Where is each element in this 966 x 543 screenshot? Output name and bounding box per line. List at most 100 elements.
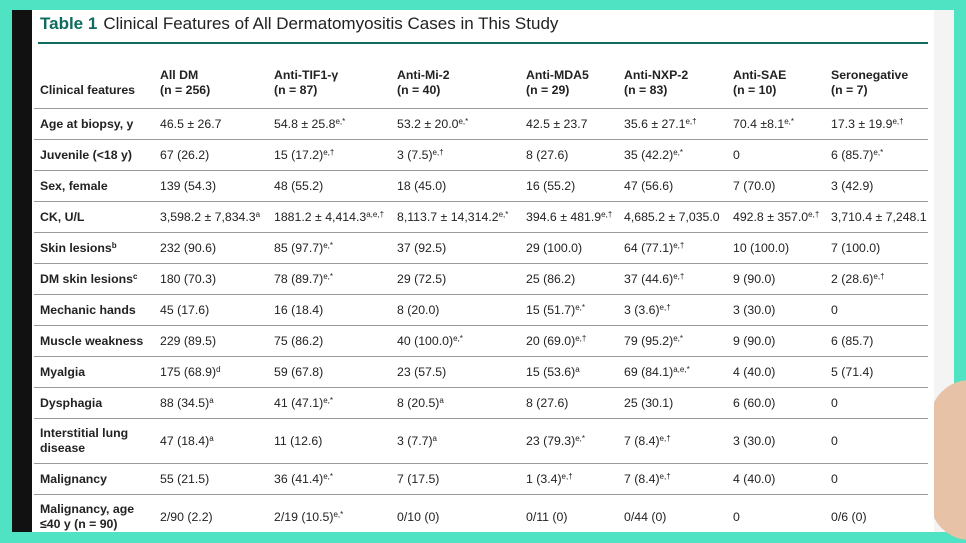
clinical-features-table: Clinical features All DM (n = 256) Anti-TIF… [34,48,928,539]
table-cell: 3 (7.7)a [391,419,520,464]
cell-value: 41 (47.1) [274,396,324,410]
cell-value: 10 (100.0) [733,241,790,255]
cell-value: 47 (56.6) [624,179,674,193]
column-count: (n = 40) [397,83,441,97]
column-name: Clinical features [40,83,135,97]
column-name: Seronegative [831,68,909,82]
table-cell: 36 (41.4)e,* [268,464,391,495]
table-cell: 47 (18.4)a [154,419,268,464]
table-row: Mechanic hands 45 (17.6) 16 (18.4) 8 (20.0)… [34,294,928,326]
table-cell: 8,113.7 ± 14,314.2e,* [391,202,520,233]
table-cell: 15 (53.6)a [520,357,618,388]
cell-value: 8 (20.0) [397,303,440,317]
cell-footnote: e,* [784,117,794,126]
table-cell: 47 (56.6) [618,171,727,202]
cell-footnote: e,† [601,210,613,219]
cell-footnote: e,† [808,210,820,219]
cell-value: 29 (100.0) [526,241,583,255]
table-cell: 78 (89.7)e,* [268,264,391,295]
table-title: Table 1 Clinical Features of All Dermatom… [40,14,558,34]
table-cell: 53.2 ± 20.0e,* [391,109,520,140]
table-cell: 139 (54.3) [154,171,268,202]
column-header: Anti-Mi-2 (n = 40) [391,48,520,109]
cell-value: 54.8 ± 25.8 [274,117,336,131]
table-cell: 59 (67.8) [268,357,391,388]
cell-value: 75 (86.2) [274,334,324,348]
table-cell: 1881.2 ± 4,414.3a,e,† [268,202,391,233]
cell-value: 3,710.4 ± 7,248.1 [831,210,927,224]
row-label-text: Interstitial lung disease [40,426,129,455]
cell-footnote: a [209,434,214,443]
table-cell: 25 (86.2) [520,264,618,295]
cell-value: 2/19 (10.5) [274,510,334,524]
table-cell: 175 (68.9)d [154,357,268,388]
table-cell: 6 (85.7)e,* [825,140,928,171]
table-cell: 7 (100.0) [825,233,928,264]
table-row: DM skin lesionsc 180 (70.3) 78 (89.7)e,* 29… [34,263,928,295]
cell-value: 2 (28.6) [831,272,874,286]
partial-face-image [930,380,966,540]
cell-value: 7 (8.4) [624,472,660,486]
table-cell: 492.8 ± 357.0e,† [727,202,825,233]
cell-value: 0 [733,148,740,162]
table-cell: 8 (20.0) [391,295,520,326]
cell-value: 3 (3.6) [624,303,660,317]
table-cell: 7 (70.0) [727,171,825,202]
table-cell: 3 (30.0) [727,295,825,326]
row-label: Malignancy [34,464,154,495]
cell-value: 8 (27.6) [526,148,569,162]
table-cell: 8 (20.5)a [391,388,520,419]
cell-value: 46.5 ± 26.7 [160,117,222,131]
cell-footnote: a [432,434,437,443]
row-label-text: Age at biopsy, y [40,116,134,131]
cell-value: 492.8 ± 357.0 [733,210,809,224]
table-row: Sex, female 139 (54.3) 48 (55.2) 18 (45.0) 1… [34,170,928,202]
table-row: Age at biopsy, y 46.5 ± 26.7 54.8 ± 25.8 e,… [34,108,928,140]
cell-value: 42.5 ± 23.7 [526,117,588,131]
column-count: (n = 10) [733,83,777,97]
cell-value: 0/6 (0) [831,510,867,524]
cell-value: 16 (55.2) [526,179,576,193]
column-count: (n = 256) [160,83,211,97]
column-name: Anti-MDA5 [526,68,589,82]
cell-value: 8 (20.5) [397,396,440,410]
column-header: Anti-SAE (n = 10) [727,48,825,109]
table-cell: 48 (55.2) [268,171,391,202]
table-cell: 394.6 ± 481.9e,† [520,202,618,233]
row-label: DM skin lesionsc [34,264,154,295]
cell-value: 139 (54.3) [160,179,217,193]
row-label: Myalgia [34,357,154,388]
cell-value: 0 [831,434,838,448]
cell-value: 37 (92.5) [397,241,447,255]
table-cell: 0/6 (0) [825,495,928,540]
cell-footnote: e,† [432,148,444,157]
cell-value: 7 (70.0) [733,179,776,193]
table-cell: 6 (60.0) [727,388,825,419]
cell-value: 4 (40.0) [733,472,776,486]
row-label-text: Mechanic hands [40,302,136,317]
cell-value: 3,598.2 ± 7,834.3 [160,210,256,224]
cell-value: 5 (71.4) [831,365,874,379]
table-cell: 3 (3.6)e,† [618,295,727,326]
table-caption: Clinical Features of All Dermatomyositis… [103,14,559,33]
row-label-footnote: c [132,271,138,281]
table-cell: 35.6 ± 27.1e,† [618,109,727,140]
column-name: Anti-TIF1-γ [274,68,339,82]
table-cell: 0 [825,388,928,419]
table-cell: 29 (100.0) [520,233,618,264]
table-cell: 9 (90.0) [727,326,825,357]
cell-value: 0 [831,472,838,486]
cell-footnote: e,* [323,396,334,405]
table-row: Muscle weakness 229 (89.5) 75 (86.2) 40 (10… [34,325,928,357]
cell-value: 3 (30.0) [733,303,776,317]
cell-footnote: e,† [873,272,885,281]
table-cell: 180 (70.3) [154,264,268,295]
row-label-text: CK, U/L [40,209,85,224]
cell-footnote: e,* [323,272,334,281]
cell-value: 2/90 (2.2) [160,510,213,524]
table-cell: 1 (3.4)e,† [520,464,618,495]
row-label: CK, U/L [34,202,154,233]
cell-value: 7 (100.0) [831,241,881,255]
cell-value: 29 (72.5) [397,272,447,286]
table-cell: 8 (27.6) [520,140,618,171]
